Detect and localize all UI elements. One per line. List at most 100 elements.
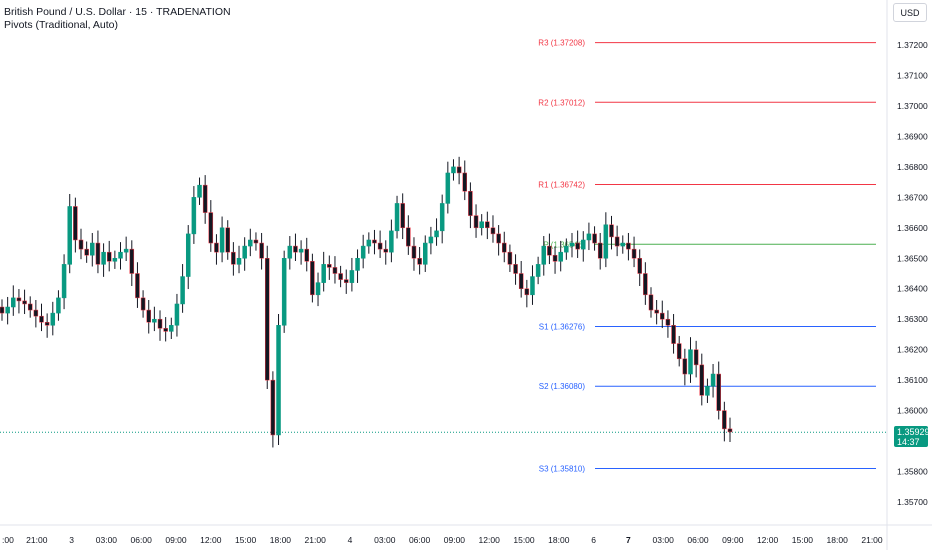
pivot-label: S3 (1.35810) xyxy=(539,464,586,473)
candle-body xyxy=(366,239,372,247)
candle-body xyxy=(67,206,72,265)
candle-body xyxy=(349,270,355,283)
candle-body xyxy=(518,273,524,289)
candle-body xyxy=(676,343,682,360)
y-tick-label: 1.36400 xyxy=(897,284,928,294)
pivot-label: P (1.36546) xyxy=(543,240,585,249)
x-tick-label: 15:00 xyxy=(235,535,257,545)
candle-body xyxy=(293,245,298,253)
candle-body xyxy=(219,227,225,253)
x-tick-label: 18:00 xyxy=(548,535,570,545)
candle-body xyxy=(101,251,106,265)
candle-body xyxy=(552,254,558,262)
candle-body xyxy=(259,242,264,259)
x-tick-label: 12:00 xyxy=(479,535,501,545)
candle-body xyxy=(434,230,439,238)
candle-body xyxy=(423,242,428,265)
candle-body xyxy=(710,373,716,387)
candle-body xyxy=(502,242,507,253)
candle-body xyxy=(123,248,129,253)
candle-body xyxy=(146,309,151,323)
candle-body xyxy=(727,428,733,433)
candle-body xyxy=(716,373,721,411)
candle-body xyxy=(451,166,456,174)
candle-body xyxy=(355,258,360,271)
candle-body xyxy=(185,233,191,277)
x-tick-label: 12:00 xyxy=(757,535,779,545)
candle-body xyxy=(208,212,214,244)
pivot-label: R3 (1.37208) xyxy=(538,39,585,48)
x-tick-label: 09:00 xyxy=(444,535,466,545)
candle-body xyxy=(248,239,253,247)
candle-body xyxy=(479,221,484,229)
candle-body xyxy=(485,221,490,229)
x-tick-label: 09:00 xyxy=(165,535,187,545)
candle-body xyxy=(298,248,304,253)
candle-body xyxy=(660,312,665,320)
candle-body xyxy=(377,242,383,250)
y-tick-label: 1.36300 xyxy=(897,314,928,324)
candle-body xyxy=(231,251,236,265)
candle-body xyxy=(135,273,140,299)
candle-body xyxy=(439,203,445,232)
candle-body xyxy=(0,306,5,314)
candle-body xyxy=(106,251,112,262)
candle-body xyxy=(609,224,614,238)
candle-body xyxy=(360,245,366,259)
candle-body xyxy=(281,258,287,326)
y-tick-label: 1.37100 xyxy=(897,70,928,80)
candle-body xyxy=(140,297,146,311)
candle-body xyxy=(214,242,219,253)
candle-body xyxy=(530,276,535,296)
candle-body xyxy=(705,385,710,396)
x-tick-label: 21:00 xyxy=(305,535,327,545)
y-tick-label: 1.35800 xyxy=(897,467,928,477)
candle-body xyxy=(129,248,135,274)
candle-body xyxy=(39,315,44,323)
x-tick-label: 06:00 xyxy=(687,535,709,545)
candle-body xyxy=(507,251,513,265)
candle-body xyxy=(270,379,276,436)
candle-body xyxy=(643,273,648,296)
candle-body xyxy=(304,248,309,262)
candle-body xyxy=(564,245,569,253)
indicator-label[interactable]: Pivots (Traditional, Auto) xyxy=(4,19,118,31)
candle-body xyxy=(174,303,180,326)
bar-countdown: 14:37 xyxy=(897,437,920,447)
x-tick-label: 03:00 xyxy=(374,535,396,545)
symbol-title: British Pound / U.S. Dollar · 15 · TRADE… xyxy=(4,6,231,18)
candle-body xyxy=(191,197,197,235)
currency-button[interactable]: USD xyxy=(893,3,927,22)
candle-body xyxy=(5,306,10,314)
candle-body xyxy=(581,239,586,250)
candle-body xyxy=(631,248,637,259)
candle-body xyxy=(541,245,547,265)
candle-body xyxy=(56,297,61,314)
candle-body xyxy=(473,215,479,229)
candle-body xyxy=(202,184,208,213)
candle-body xyxy=(197,184,202,198)
candle-body xyxy=(682,358,688,375)
candle-body xyxy=(693,349,699,366)
candle-body xyxy=(112,258,118,262)
x-tick-label: 7 xyxy=(626,535,631,545)
candle-body xyxy=(11,297,16,308)
x-tick-label: 15:00 xyxy=(513,535,535,545)
candle-body xyxy=(654,309,659,314)
candle-body xyxy=(383,248,389,253)
candle-body xyxy=(78,239,84,250)
candle-body xyxy=(343,279,349,283)
candle-body xyxy=(637,258,642,274)
candle-body xyxy=(157,318,163,329)
x-tick-label: 06:00 xyxy=(409,535,431,545)
candle-body xyxy=(372,239,377,244)
candle-body xyxy=(586,233,592,241)
candle-body xyxy=(338,273,343,280)
candle-body xyxy=(22,300,27,305)
candle-body xyxy=(180,276,185,305)
y-tick-label: 1.35700 xyxy=(897,497,928,507)
candle-body xyxy=(276,325,281,436)
candle-body xyxy=(264,258,270,381)
candle-body xyxy=(699,364,705,396)
